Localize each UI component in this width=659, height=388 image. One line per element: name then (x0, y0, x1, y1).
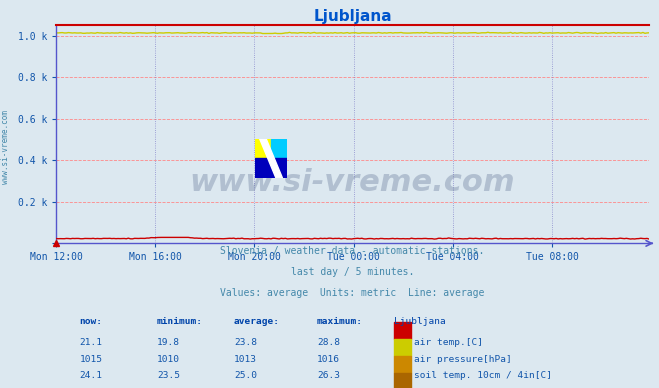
Text: 1016: 1016 (317, 355, 340, 364)
Bar (255, 158, 287, 178)
Text: 24.1: 24.1 (80, 371, 103, 381)
Bar (394, 339, 411, 356)
Polygon shape (260, 139, 283, 178)
Text: soil temp. 10cm / 4in[C]: soil temp. 10cm / 4in[C] (414, 371, 552, 381)
Bar (255, 139, 271, 158)
Text: 26.3: 26.3 (317, 371, 340, 381)
Text: Values: average  Units: metric  Line: average: Values: average Units: metric Line: aver… (220, 288, 485, 298)
Text: average:: average: (234, 317, 280, 326)
Text: Slovenia / weather data - automatic stations.: Slovenia / weather data - automatic stat… (220, 246, 485, 256)
Text: 25.0: 25.0 (234, 371, 257, 381)
Bar (394, 322, 411, 339)
Text: minimum:: minimum: (157, 317, 203, 326)
Text: 1010: 1010 (157, 355, 180, 364)
Text: last day / 5 minutes.: last day / 5 minutes. (291, 267, 415, 277)
Text: www.si-vreme.com: www.si-vreme.com (1, 111, 10, 184)
Text: Ljubljana: Ljubljana (394, 317, 446, 326)
Text: 28.8: 28.8 (317, 338, 340, 346)
Bar (271, 139, 287, 158)
Text: 1015: 1015 (80, 355, 103, 364)
Text: 1013: 1013 (234, 355, 257, 364)
Text: 21.1: 21.1 (80, 338, 103, 346)
Bar (394, 373, 411, 388)
Text: www.si-vreme.com: www.si-vreme.com (190, 168, 515, 197)
Text: 19.8: 19.8 (157, 338, 180, 346)
Title: Ljubljana: Ljubljana (313, 9, 392, 24)
Bar (394, 356, 411, 373)
Text: air pressure[hPa]: air pressure[hPa] (414, 355, 511, 364)
Text: air temp.[C]: air temp.[C] (414, 338, 482, 346)
Text: maximum:: maximum: (317, 317, 363, 326)
Text: now:: now: (80, 317, 103, 326)
Text: 23.8: 23.8 (234, 338, 257, 346)
Text: 23.5: 23.5 (157, 371, 180, 381)
